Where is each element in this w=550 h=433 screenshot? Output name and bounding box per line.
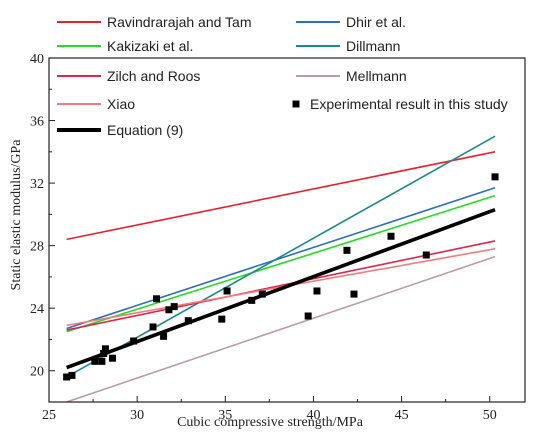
plot-frame bbox=[48, 57, 526, 403]
data-point bbox=[91, 357, 99, 365]
legend-label: Dhir et al. bbox=[346, 14, 406, 30]
legend: Ravindrarajah and Tam Dhir et al. Kakizaki… bbox=[57, 14, 508, 138]
data-point bbox=[63, 373, 71, 381]
x-tick-label: 30 bbox=[130, 408, 144, 423]
legend-entry-experimental-result-in-this-study: Experimental result in this study bbox=[292, 96, 508, 112]
data-point bbox=[491, 173, 499, 181]
legend-label: Experimental result in this study bbox=[310, 96, 508, 112]
y-tick-label: 28 bbox=[30, 240, 44, 255]
data-point bbox=[101, 345, 109, 353]
legend-entry-dillmann: Dillmann bbox=[296, 38, 400, 54]
axes-layer: 25 30 35 40 45 50 20 24 28 32 36 40 bbox=[30, 52, 526, 423]
data-point bbox=[313, 287, 321, 295]
data-point bbox=[68, 371, 76, 379]
x-tick-label: 35 bbox=[218, 408, 232, 423]
data-point bbox=[218, 315, 226, 323]
legend-entry-zilch-and-roos: Zilch and Roos bbox=[57, 68, 200, 84]
legend-label: Ravindrarajah and Tam bbox=[107, 14, 252, 30]
data-point bbox=[153, 295, 161, 303]
x-axis-title: Cubic compressive strength/MPa bbox=[177, 415, 364, 430]
data-point bbox=[184, 317, 192, 325]
y-tick-label: 40 bbox=[30, 52, 44, 67]
legend-label: Equation (9) bbox=[107, 122, 183, 138]
data-point bbox=[170, 303, 178, 311]
series-line-dillmann bbox=[66, 135, 496, 378]
data-point bbox=[149, 323, 157, 331]
y-tick-label: 36 bbox=[30, 115, 44, 130]
data-point bbox=[165, 306, 173, 314]
data-point bbox=[387, 232, 395, 240]
y-tick-label: 32 bbox=[30, 177, 44, 192]
legend-label: Xiao bbox=[107, 96, 135, 112]
x-tick-label: 25 bbox=[42, 408, 56, 423]
series-layer bbox=[63, 135, 499, 403]
legend-entry-xiao: Xiao bbox=[57, 96, 135, 112]
x-tick-label: 45 bbox=[395, 408, 409, 423]
data-point bbox=[108, 354, 116, 362]
data-point bbox=[98, 357, 106, 365]
legend-entry-mellmann: Mellmann bbox=[296, 68, 407, 84]
legend-swatch bbox=[292, 100, 300, 108]
data-point bbox=[343, 246, 351, 254]
series-line-ravindrarajah-and-tam bbox=[66, 151, 496, 241]
legend-label: Kakizaki et al. bbox=[107, 38, 193, 54]
y-axis-title: Static elastic modulus/GPa bbox=[9, 139, 24, 291]
legend-label: Dillmann bbox=[346, 38, 400, 54]
y-tick-label: 20 bbox=[30, 365, 44, 380]
legend-entry-ravindrarajah-and-tam: Ravindrarajah and Tam bbox=[57, 14, 252, 30]
legend-entry-equation-9: Equation (9) bbox=[57, 122, 183, 138]
legend-entry-kakizaki-et-al: Kakizaki et al. bbox=[57, 38, 193, 54]
series-line-mellmann bbox=[66, 255, 496, 403]
x-tick-label: 40 bbox=[306, 408, 320, 423]
legend-entry-dhir-et-al: Dhir et al. bbox=[296, 14, 406, 30]
series-line-kakizaki-et-al bbox=[66, 194, 496, 333]
series-line-equation-9 bbox=[66, 207, 496, 370]
legend-label: Zilch and Roos bbox=[107, 68, 200, 84]
data-point bbox=[223, 287, 231, 295]
series-line-dhir-et-al bbox=[66, 187, 496, 330]
x-tick-label: 50 bbox=[483, 408, 497, 423]
data-point bbox=[350, 290, 358, 298]
data-point bbox=[422, 251, 430, 259]
data-point bbox=[304, 312, 312, 320]
data-point bbox=[160, 332, 168, 340]
y-tick-label: 24 bbox=[30, 302, 44, 317]
legend-label: Mellmann bbox=[346, 68, 407, 84]
